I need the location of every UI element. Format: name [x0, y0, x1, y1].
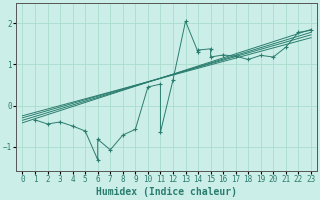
X-axis label: Humidex (Indice chaleur): Humidex (Indice chaleur)	[96, 187, 237, 197]
